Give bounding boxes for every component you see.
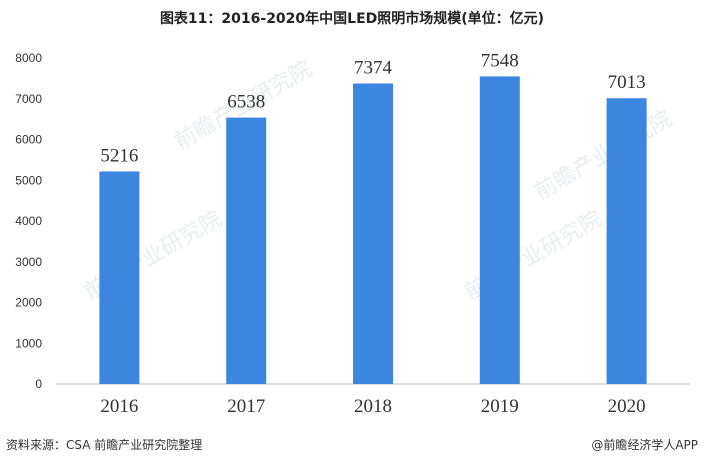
y-tick-label: 6000 bbox=[15, 133, 42, 147]
bar-2017 bbox=[226, 117, 267, 384]
data-label-2020: 7013 bbox=[608, 72, 646, 93]
data-label-2018: 7374 bbox=[354, 58, 393, 79]
data-label-2019: 7548 bbox=[481, 50, 519, 71]
bar-2018 bbox=[353, 83, 393, 385]
y-tick-label: 5000 bbox=[15, 173, 42, 187]
bar-2016 bbox=[99, 171, 140, 384]
brand-label: @前瞻经济学人APP bbox=[591, 438, 698, 452]
x-tick-label-2016: 2016 bbox=[100, 396, 138, 417]
source-note: 资料来源：CSA 前瞻产业研究院整理 bbox=[6, 438, 203, 452]
y-tick-label: 1000 bbox=[15, 336, 42, 350]
data-label-2016: 5216 bbox=[100, 145, 138, 166]
x-tick-label-2018: 2018 bbox=[354, 396, 392, 417]
watermark-text: 前瞻产业研究院 bbox=[531, 107, 677, 206]
y-tick-label: 3000 bbox=[15, 255, 42, 269]
y-tick-label: 2000 bbox=[15, 296, 42, 310]
y-tick-label: 7000 bbox=[15, 92, 42, 106]
bar-2019 bbox=[479, 76, 520, 384]
x-tick-label-2019: 2019 bbox=[481, 396, 519, 417]
y-tick-label: 0 bbox=[35, 377, 42, 391]
data-label-2017: 6538 bbox=[227, 92, 265, 113]
y-tick-label: 4000 bbox=[15, 214, 42, 228]
chart-title: 图表11：2016-2020年中国LED照明市场规模(单位：亿元) bbox=[159, 11, 545, 27]
x-tick-label-2017: 2017 bbox=[227, 396, 265, 417]
y-tick-label: 8000 bbox=[15, 51, 42, 65]
x-tick-label-2020: 2020 bbox=[608, 396, 646, 417]
bar-2020 bbox=[606, 98, 647, 385]
